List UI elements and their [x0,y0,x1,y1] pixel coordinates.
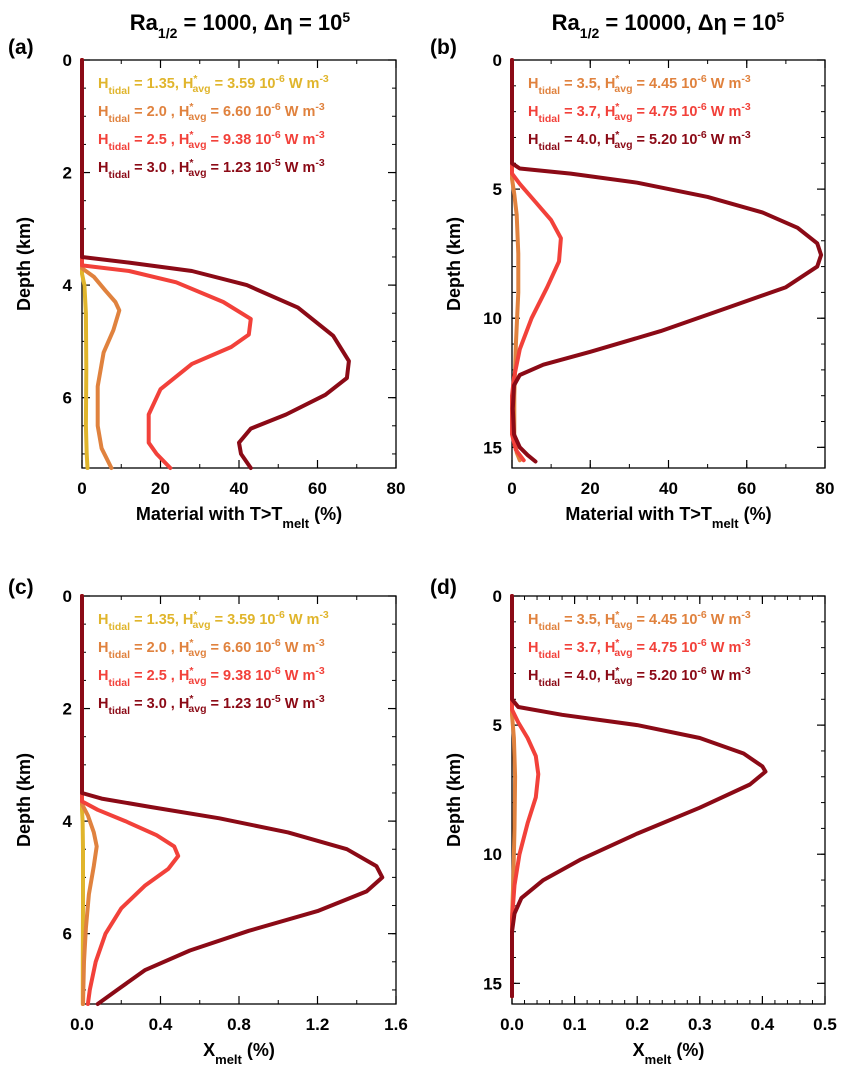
legend-entry: Htidal = 3.0 , H* avg = 1.23 10-5 W m-3 [98,157,325,181]
x-axis-label: Material with T>Tmelt (%) [136,504,342,531]
x-tick-label: 0.4 [149,1015,173,1034]
y-axis-label: Depth (km) [444,753,464,847]
plot-frame [511,595,826,1005]
x-tick-label: 0.1 [563,1015,587,1034]
panel-label: (a) [8,36,34,59]
x-tick-label: 20 [581,479,600,498]
panel-label: (b) [430,36,457,59]
legend-entry: Htidal = 2.5 , H* avg = 9.38 10-6 W m-3 [98,129,325,153]
series-line-h2_5 [80,594,181,1006]
x-tick-label: 60 [737,479,756,498]
x-tick-label: 0.4 [751,1015,775,1034]
y-tick-label: 0 [63,587,72,606]
series-line-h3_0 [80,58,351,470]
y-tick-label: 6 [63,925,72,944]
legend-entry: Htidal = 3.5, H* avg = 4.45 10-6 W m-3 [528,609,751,633]
series-line-h2_0 [80,594,99,1006]
x-axis-label: Xmelt (%) [203,1040,275,1067]
y-tick-label: 4 [63,812,73,831]
series-line-h2_0 [80,58,122,470]
panel-c: (c) 0.0 0.4 0.8 1.2 1.6 0 2 4 6 Xmelt (%) Depth (km… [8,576,408,1067]
y-tick-label: 15 [483,438,502,457]
series-line-h1_35 [80,58,90,470]
legend-entry: Htidal = 2.0 , H* avg = 6.60 10-6 W m-3 [98,101,325,125]
legend-entry: Htidal = 3.7, H* avg = 4.75 10-6 W m-3 [528,101,751,125]
panel-label: (d) [430,576,457,599]
x-tick-label: 80 [816,479,835,498]
legend-entry: Htidal = 2.5 , H* avg = 9.38 10-6 W m-3 [98,665,325,689]
x-tick-label: 1.6 [384,1015,408,1034]
panel-label: (c) [8,576,34,599]
legend-entry: Htidal = 3.5, H* avg = 4.45 10-6 W m-3 [528,73,751,97]
x-tick-label: 0 [77,479,86,498]
x-tick-label: 0.8 [227,1015,251,1034]
y-tick-label: 0 [63,51,72,70]
y-tick-label: 5 [493,180,502,199]
x-axis-label: Xmelt (%) [633,1040,705,1067]
panel-d: (d) 0.0 0.1 0.2 0.3 0.4 0.5 0 5 10 15 Xmelt (%) Dept… [430,576,837,1067]
x-tick-label: 0.5 [813,1015,837,1034]
x-tick-label: 40 [230,479,249,498]
column-title-2: Ra1/2 = 10000, Δη = 105 [552,9,785,41]
series-line-h4_0 [510,594,768,999]
panel-b: (b) 0 20 40 60 80 0 5 10 15 Material with T>Tmelt … [430,36,834,531]
x-tick-label: 60 [308,479,327,498]
y-axis-label: Depth (km) [14,217,34,311]
y-axis-label: Depth (km) [14,753,34,847]
x-tick-label: 0.3 [688,1015,712,1034]
column-title-1: Ra1/2 = 1000, Δη = 105 [130,9,351,41]
legend-entry: Htidal = 3.7, H* avg = 4.75 10-6 W m-3 [528,637,751,661]
legend-entry: Htidal = 1.35, H* avg = 3.59 10-6 W m-3 [98,73,329,97]
y-tick-label: 2 [63,700,72,719]
x-axis-label: Material with T>Tmelt (%) [565,504,771,531]
series-line-h4_0 [510,58,824,464]
x-tick-label: 0.0 [500,1015,524,1034]
y-axis-label: Depth (km) [444,217,464,311]
x-tick-label: 0 [507,479,516,498]
x-tick-label: 40 [659,479,678,498]
y-tick-label: 10 [483,845,502,864]
series-line-h2_5 [80,58,253,470]
legend-entry: Htidal = 4.0, H* avg = 5.20 10-6 W m-3 [528,129,751,153]
legend-entry: Htidal = 4.0, H* avg = 5.20 10-6 W m-3 [528,665,751,689]
y-tick-label: 2 [63,164,72,183]
x-tick-label: 80 [387,479,406,498]
legend-entry: Htidal = 1.35, H* avg = 3.59 10-6 W m-3 [98,609,329,633]
series-line-h3_0 [80,594,385,1006]
y-tick-label: 0 [493,51,502,70]
y-tick-label: 5 [493,716,502,735]
legend-entry: Htidal = 3.0 , H* avg = 1.23 10-5 W m-3 [98,693,325,717]
y-tick-label: 0 [493,587,502,606]
y-tick-label: 6 [63,389,72,408]
series-line-h3_7 [510,594,541,999]
legend-entry: Htidal = 2.0 , H* avg = 6.60 10-6 W m-3 [98,637,325,661]
x-tick-label: 1.2 [306,1015,330,1034]
y-tick-label: 4 [63,276,73,295]
x-tick-label: 0.2 [625,1015,649,1034]
x-tick-label: 0.0 [70,1015,94,1034]
x-tick-label: 20 [151,479,170,498]
panel-a: (a) 0 20 40 60 80 0 2 4 6 Material with T>Tmelt (%… [8,36,405,531]
y-tick-label: 10 [483,309,502,328]
y-tick-label: 15 [483,974,502,993]
